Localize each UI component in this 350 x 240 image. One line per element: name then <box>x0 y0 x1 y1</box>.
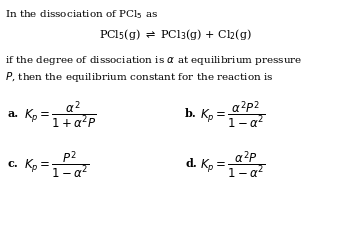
Text: In the dissociation of PCl$_5$ as: In the dissociation of PCl$_5$ as <box>5 8 158 21</box>
Text: d.: d. <box>185 158 197 169</box>
Text: $K_p = \dfrac{\alpha^2 P}{1-\alpha^2}$: $K_p = \dfrac{\alpha^2 P}{1-\alpha^2}$ <box>200 150 266 181</box>
Text: PCl$_5$(g) $\rightleftharpoons$ PCl$_3$(g) + Cl$_2$(g): PCl$_5$(g) $\rightleftharpoons$ PCl$_3$(… <box>98 27 252 42</box>
Text: $K_p = \dfrac{P^2}{1-\alpha^2}$: $K_p = \dfrac{P^2}{1-\alpha^2}$ <box>24 150 90 181</box>
Text: $K_p = \dfrac{\alpha^2 P^2}{1-\alpha^2}$: $K_p = \dfrac{\alpha^2 P^2}{1-\alpha^2}$ <box>200 100 266 132</box>
Text: $P$, then the equilibrium constant for the reaction is: $P$, then the equilibrium constant for t… <box>5 70 273 84</box>
Text: c.: c. <box>8 158 19 169</box>
Text: if the degree of dissociation is $\alpha$ at equilibrium pressure: if the degree of dissociation is $\alpha… <box>5 54 302 67</box>
Text: b.: b. <box>185 108 197 119</box>
Text: $K_p = \dfrac{\alpha^2}{1+\alpha^2 P}$: $K_p = \dfrac{\alpha^2}{1+\alpha^2 P}$ <box>24 100 97 132</box>
Text: a.: a. <box>8 108 19 119</box>
